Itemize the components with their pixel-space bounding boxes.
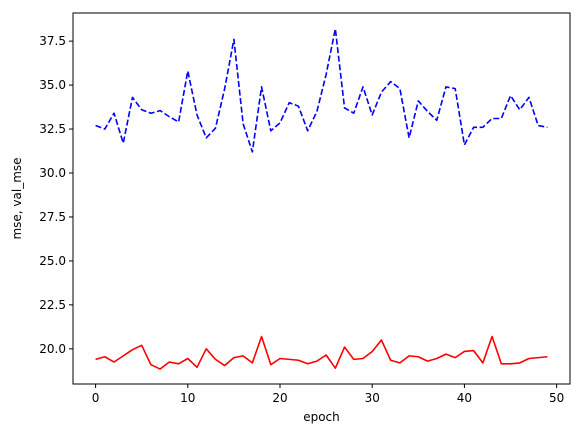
x-axis: 0 10 20 30 40 50	[92, 384, 564, 405]
y-tick-label: 27.5	[39, 210, 66, 224]
y-tick-label: 30.0	[39, 166, 66, 180]
x-tick-label: 0	[92, 391, 100, 405]
y-tick-label: 35.0	[39, 78, 66, 92]
x-tick-label: 20	[272, 391, 287, 405]
series-line-1	[95, 28, 548, 153]
x-tick-label: 30	[365, 391, 380, 405]
plot-frame	[72, 12, 571, 385]
y-tick-label: 32.5	[39, 122, 66, 136]
y-tick-label: 25.0	[39, 254, 66, 268]
y-axis-label: mse, val_mse	[10, 157, 24, 239]
series-line-0	[95, 335, 548, 370]
y-axis: 20.0 22.5 25.0 27.5 30.0 32.5 35.0 37.5	[39, 34, 73, 356]
y-tick-label: 20.0	[39, 342, 66, 356]
y-tick-label: 22.5	[39, 298, 66, 312]
x-tick-label: 50	[549, 391, 564, 405]
x-axis-label: epoch	[303, 410, 340, 424]
x-tick-label: 40	[457, 391, 472, 405]
y-tick-label: 37.5	[39, 34, 66, 48]
x-tick-label: 10	[180, 391, 195, 405]
series-layer	[95, 28, 548, 370]
